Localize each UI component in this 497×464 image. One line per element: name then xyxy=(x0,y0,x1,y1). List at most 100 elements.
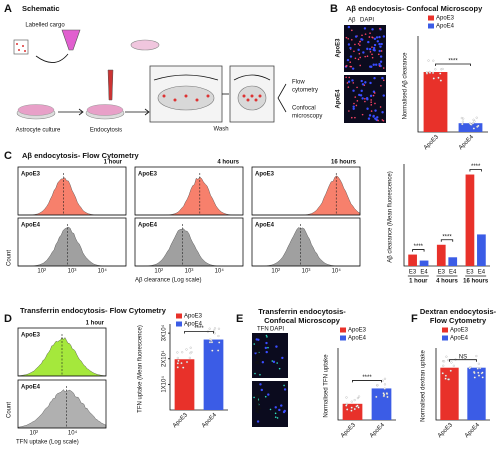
sig-bracket xyxy=(184,331,214,334)
point xyxy=(444,377,447,380)
bar-label: E3 xyxy=(409,270,417,276)
nucleus xyxy=(272,360,276,364)
point xyxy=(357,395,361,398)
nucleus xyxy=(281,356,284,360)
signal xyxy=(359,44,361,47)
cargo-dot xyxy=(258,94,262,98)
bar xyxy=(419,260,429,266)
dish-medium xyxy=(86,104,124,116)
signal xyxy=(371,36,373,39)
signal xyxy=(283,384,285,387)
signal xyxy=(350,116,353,119)
signal xyxy=(351,29,353,32)
bar-label: E4 xyxy=(449,270,457,276)
signal xyxy=(253,396,255,399)
bar xyxy=(174,359,195,410)
nucleus xyxy=(358,93,361,97)
point xyxy=(176,366,179,369)
signal xyxy=(370,110,373,112)
nucleus xyxy=(359,94,363,97)
signal xyxy=(259,373,261,376)
bar xyxy=(465,174,475,266)
x-tick-label: 10⁴ xyxy=(332,268,342,275)
significance: **** xyxy=(442,234,452,240)
signal xyxy=(357,58,360,61)
signal xyxy=(377,53,380,56)
bar xyxy=(408,254,417,266)
nucleus xyxy=(259,383,262,386)
nucleus xyxy=(373,76,376,80)
signal xyxy=(364,97,366,100)
signal xyxy=(371,53,373,56)
point xyxy=(437,76,440,79)
point xyxy=(176,351,179,354)
bar xyxy=(458,123,483,132)
legend-swatch xyxy=(442,327,448,333)
significance: **** xyxy=(414,244,424,250)
point xyxy=(213,327,217,330)
axis-label: Normalised dextran uptake xyxy=(421,349,427,421)
signal xyxy=(354,57,357,60)
schematic-label: Astrocyte culture xyxy=(16,128,61,134)
sig-bracket xyxy=(449,359,477,362)
row-label: ApoE3 xyxy=(256,345,262,365)
nucleus xyxy=(365,96,369,100)
hist-frame xyxy=(17,327,107,377)
signal xyxy=(356,86,358,89)
signal xyxy=(364,33,367,35)
nucleus xyxy=(376,116,379,119)
significance: **** xyxy=(471,164,481,170)
nucleus xyxy=(382,94,385,97)
x-tick-label: 4 hours xyxy=(436,279,458,285)
signal xyxy=(353,50,355,53)
nucleus xyxy=(372,114,375,118)
point xyxy=(376,384,379,387)
signal xyxy=(358,52,361,55)
point xyxy=(182,366,185,369)
arrow xyxy=(35,53,69,63)
nucleus xyxy=(373,37,377,41)
signal xyxy=(380,84,382,87)
signal xyxy=(371,46,373,48)
signal xyxy=(378,65,381,67)
signal xyxy=(370,101,372,103)
point xyxy=(471,122,475,125)
nucleus xyxy=(366,107,369,110)
row-label: ApoE4 xyxy=(336,89,342,109)
pipette xyxy=(107,69,114,101)
nucleus xyxy=(347,80,351,83)
point xyxy=(445,355,448,358)
point xyxy=(208,341,211,344)
point xyxy=(356,396,359,400)
point xyxy=(353,408,356,411)
stain-label: TFN xyxy=(257,327,269,333)
point xyxy=(442,364,445,367)
x-tick-label: 10² xyxy=(271,269,280,275)
signal xyxy=(258,351,260,354)
bar-label: E4 xyxy=(420,270,428,276)
signal xyxy=(381,119,384,121)
signal xyxy=(377,119,379,122)
nucleus xyxy=(265,350,268,354)
point xyxy=(450,361,453,364)
signal xyxy=(267,346,269,349)
point xyxy=(382,394,386,397)
significance: **** xyxy=(362,375,372,381)
bar xyxy=(342,403,363,420)
cargo-dot xyxy=(173,98,177,102)
point xyxy=(477,374,481,377)
membrane xyxy=(153,74,219,81)
nucleus xyxy=(351,79,354,82)
row-label: ApoE4 xyxy=(256,394,262,414)
hist-frame xyxy=(17,217,127,267)
point xyxy=(180,362,183,365)
point xyxy=(475,354,478,358)
row-label: ApoE3 xyxy=(21,333,41,339)
signal xyxy=(366,55,369,58)
bar-label: E4 xyxy=(478,270,486,276)
x-tick-label: 10⁴ xyxy=(68,430,78,437)
point xyxy=(472,127,475,130)
point xyxy=(375,395,378,398)
panel-title: Schematic xyxy=(22,4,60,13)
legend-label: ApoE3 xyxy=(450,328,469,334)
